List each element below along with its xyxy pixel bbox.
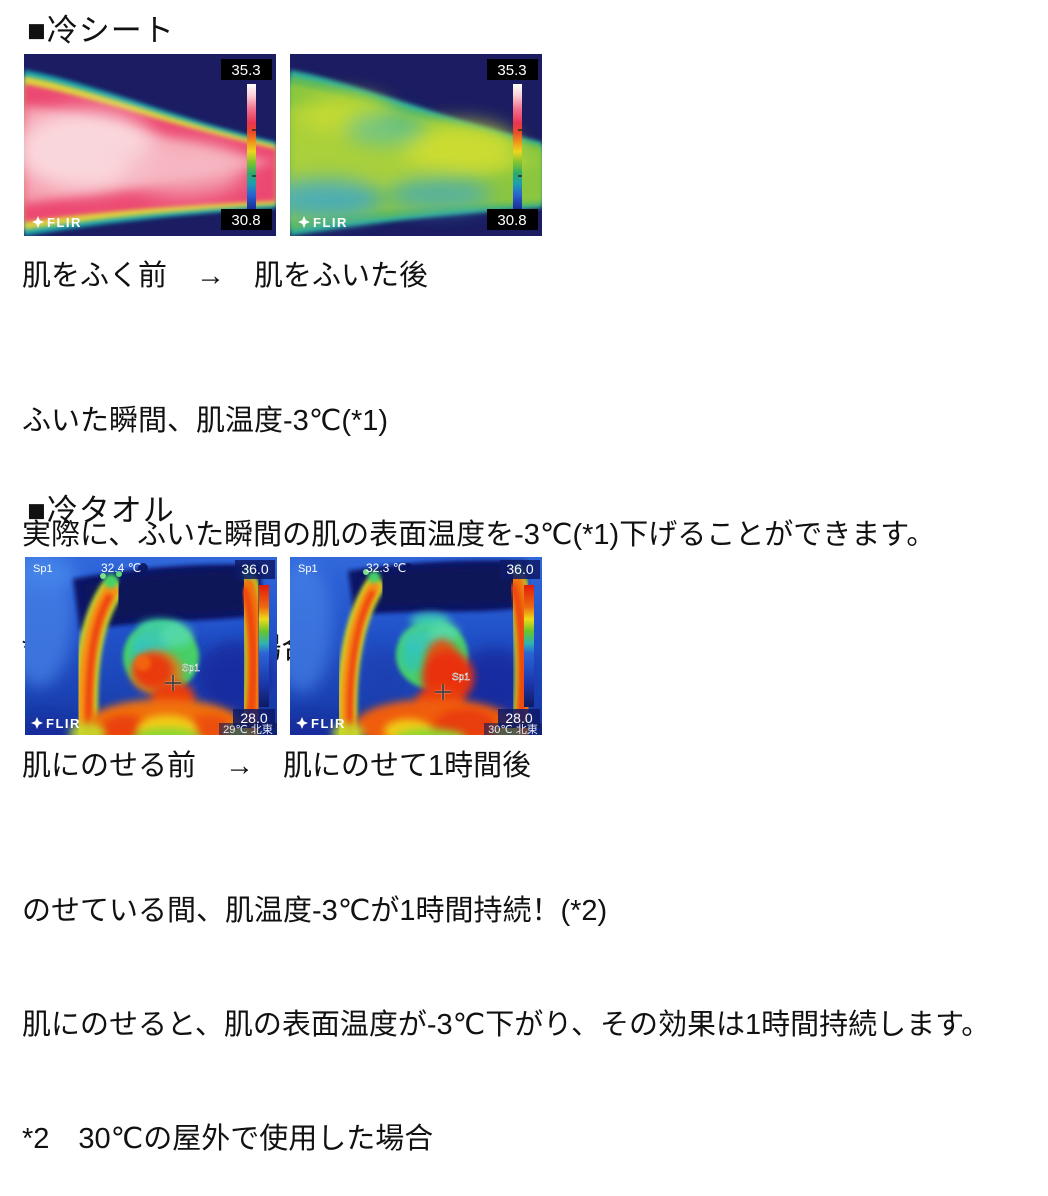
temp-max-box [500,560,540,579]
temp-min-label: 28.0 [505,710,532,726]
spot-temp-label: 32.3 ℃ [366,561,406,575]
towel-description-footnote: *2 30℃の屋外で使用した場合 [22,1123,434,1155]
temp-max-box [487,59,538,80]
flir-star-icon [296,717,308,729]
spot-temp-degree-dot [138,563,148,573]
flir-logo: FLIR [31,716,81,731]
weather-overlay: 29℃ 北東 [219,723,277,735]
thermal-image-person-before: Sp1 32.4 ℃ 36.0 28.0 Sp1 FLIR 29℃ 北東 [25,557,277,735]
flir-star-icon [31,717,43,729]
sheet-description-line-2: 実際に、ふいた瞬間の肌の表面温度を-3℃(*1)下げることができます。 [22,519,936,551]
temp-max-box [221,59,272,80]
towel-description: のせている間、肌温度-3℃が1時間持続！(*2) 肌にのせると、肌の表面温度が-… [22,816,990,1196]
caption-towel-before-after: 肌にのせる前 → 肌にのせて1時間後 [22,750,532,782]
spot-temp-degree-dot [403,563,413,573]
cold-towel-shape [348,560,528,615]
temperature-scale-bar [259,585,269,707]
left-arm-shape [337,569,384,735]
thermal-image-arm-after-wipe: 35.3 30.8 FLIR [290,54,542,236]
flir-brand-label: FLIR [47,215,82,230]
temp-min-box [487,209,538,230]
section-title-cool-sheet: ■冷シート [27,13,175,48]
temp-min-label: 28.0 [240,710,267,726]
spot-label: Sp1 [33,563,53,575]
arm-heat-shape [24,70,276,236]
spot-crosshair: Sp1 [435,672,470,700]
caption-sheet-before-after: 肌をふく前 → 肌をふいた後 [22,260,429,292]
towel-description-line-2: 肌にのせると、肌の表面温度が-3℃下がり、その効果は1時間持続します。 [22,1009,991,1041]
temp-min-label: 30.8 [231,212,260,229]
arm-cool-shape [290,70,542,236]
temp-min-box [221,209,272,230]
flir-star-icon [32,216,44,228]
temp-max-box [235,560,275,579]
thermal-image-arm-before-wipe: 35.3 30.8 FLIR [24,54,276,236]
spot-temp-label: 32.4 ℃ [101,561,141,575]
spot-crosshair: Sp1 [165,663,200,691]
weather-overlay: 30℃ 北東 [484,723,542,735]
spot-label: Sp1 [298,563,318,575]
cold-towel-shape [73,564,263,631]
towel-description-line-1: のせている間、肌温度-3℃が1時間持続！(*2) [22,895,608,927]
flir-brand-label: FLIR [311,716,346,731]
weather-label: 30℃ 北東 [488,723,538,735]
weather-label: 29℃ 北東 [223,723,273,735]
flir-logo: FLIR [296,716,346,731]
head-and-torso-shape [332,613,524,735]
flir-logo: FLIR [32,215,82,230]
section-title-cool-towel: ■冷タオル [27,493,175,528]
temperature-scale-bar [247,84,256,222]
temp-max-label: 36.0 [506,561,533,577]
temperature-scale-bar [513,84,522,222]
temperature-scale-bar [524,585,534,707]
temp-max-label: 35.3 [497,62,526,79]
temp-max-label: 36.0 [241,561,268,577]
sheet-description-line-1: ふいた瞬間、肌温度-3℃(*1) [22,405,389,437]
flir-brand-label: FLIR [313,215,348,230]
flir-star-icon [298,216,310,228]
spot-marker-label: Sp1 [182,663,200,674]
thermal-image-person-after: Sp1 32.3 ℃ 36.0 28.0 Sp1 FLIR 30℃ 北東 [290,557,542,735]
spot-marker-label: Sp1 [452,672,470,683]
flir-logo: FLIR [298,215,348,230]
temp-min-label: 30.8 [497,212,526,229]
flir-brand-label: FLIR [46,716,81,731]
temp-max-label: 35.3 [231,62,260,79]
left-arm-shape [74,571,123,735]
